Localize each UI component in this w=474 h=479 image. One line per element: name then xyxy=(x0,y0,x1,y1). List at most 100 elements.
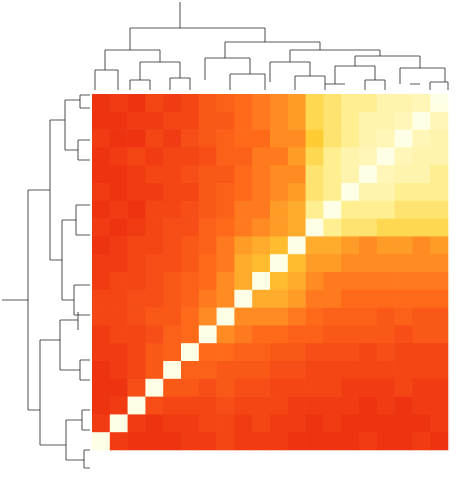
heatmap-cell xyxy=(252,236,271,255)
heatmap-cell xyxy=(181,325,200,344)
heatmap-cell xyxy=(92,396,111,415)
heatmap-cell xyxy=(198,343,217,362)
heatmap-cell xyxy=(430,343,449,362)
heatmap-cell xyxy=(198,236,217,255)
heatmap-cell xyxy=(305,325,324,344)
heatmap-cell xyxy=(287,432,306,451)
dendrogram-branches xyxy=(94,2,449,90)
heatmap-cell xyxy=(198,183,217,202)
heatmap-cell xyxy=(305,111,324,130)
heatmap-cell xyxy=(234,432,253,451)
heatmap-cell xyxy=(359,165,378,184)
heatmap-cell xyxy=(234,218,253,237)
heatmap-cell xyxy=(163,378,182,397)
heatmap-cell xyxy=(92,307,111,326)
heatmap-cell xyxy=(127,111,146,130)
heatmap-cell xyxy=(252,147,271,166)
heatmap-cell xyxy=(341,218,360,237)
heatmap-cell xyxy=(127,378,146,397)
heatmap-cell xyxy=(323,396,342,415)
heatmap-cell xyxy=(181,183,200,202)
heatmap-cell xyxy=(323,147,342,166)
heatmap-cell xyxy=(109,378,128,397)
heatmap-cell xyxy=(323,183,342,202)
heatmap-cell xyxy=(394,307,413,326)
heatmap-cell xyxy=(305,183,324,202)
heatmap-cell xyxy=(92,361,111,380)
heatmap-cell xyxy=(412,165,431,184)
heatmap-cell xyxy=(234,361,253,380)
heatmap-cell xyxy=(163,307,182,326)
heatmap-cell xyxy=(287,272,306,291)
heatmap-cell xyxy=(145,254,164,273)
heatmap-cell xyxy=(412,343,431,362)
row-dendrogram xyxy=(2,94,90,469)
heatmap-cell xyxy=(234,111,253,130)
heatmap-cell xyxy=(181,289,200,308)
heatmap-cell xyxy=(198,414,217,433)
heatmap-cell xyxy=(252,272,271,291)
heatmap-cell xyxy=(216,254,235,273)
heatmap-cell xyxy=(376,94,395,113)
heatmap-cell xyxy=(181,414,200,433)
heatmap-cell xyxy=(305,307,324,326)
heatmap-cell xyxy=(376,289,395,308)
heatmap-cell xyxy=(359,396,378,415)
heatmap-cell xyxy=(359,414,378,433)
heatmap-cell xyxy=(181,272,200,291)
heatmap-cell xyxy=(412,378,431,397)
heatmap-cell xyxy=(394,129,413,148)
heatmap-cell xyxy=(430,94,449,113)
heatmap-cell xyxy=(252,414,271,433)
heatmap-cell xyxy=(323,361,342,380)
heatmap-cell xyxy=(163,236,182,255)
heatmap-cell xyxy=(359,147,378,166)
heatmap-cell xyxy=(163,289,182,308)
heatmap-cell xyxy=(145,218,164,237)
heatmap-cell xyxy=(394,289,413,308)
heatmap-cell xyxy=(270,272,289,291)
heatmap-cell xyxy=(430,111,449,130)
heatmap-cell xyxy=(127,254,146,273)
heatmap-cell xyxy=(359,432,378,451)
heatmap-cell xyxy=(359,307,378,326)
heatmap-cell xyxy=(394,218,413,237)
heatmap-cell xyxy=(252,378,271,397)
heatmap-cell xyxy=(145,325,164,344)
heatmap-cell xyxy=(430,129,449,148)
heatmap-cell xyxy=(198,147,217,166)
heatmap-cell xyxy=(376,254,395,273)
heatmap-cell xyxy=(305,361,324,380)
heatmap-cell xyxy=(92,254,111,273)
heatmap-cell xyxy=(109,361,128,380)
heatmap-cell xyxy=(341,361,360,380)
heatmap-cell xyxy=(394,432,413,451)
heatmap-cell xyxy=(430,361,449,380)
heatmap-cell xyxy=(145,183,164,202)
heatmap-cell xyxy=(216,343,235,362)
heatmap-cell xyxy=(412,147,431,166)
heatmap-cell xyxy=(305,129,324,148)
heatmap-cell xyxy=(341,343,360,362)
heatmap-cell xyxy=(287,343,306,362)
heatmap-cell xyxy=(181,343,200,362)
heatmap-cell xyxy=(287,129,306,148)
heatmap-cell xyxy=(92,325,111,344)
heatmap-cell xyxy=(323,165,342,184)
heatmap-cell xyxy=(145,236,164,255)
heatmap-cell xyxy=(145,272,164,291)
heatmap-cell xyxy=(412,414,431,433)
heatmap-cell xyxy=(305,200,324,219)
heatmap-cell xyxy=(341,378,360,397)
heatmap-cell xyxy=(109,254,128,273)
heatmap-cell xyxy=(430,254,449,273)
heatmap-cell xyxy=(92,165,111,184)
heatmap-cell xyxy=(359,183,378,202)
heatmap-cell xyxy=(234,325,253,344)
heatmap-cell xyxy=(145,289,164,308)
heatmap-cell xyxy=(198,325,217,344)
heatmap-cell xyxy=(341,129,360,148)
heatmap-cell xyxy=(270,94,289,113)
heatmap-cell xyxy=(430,307,449,326)
